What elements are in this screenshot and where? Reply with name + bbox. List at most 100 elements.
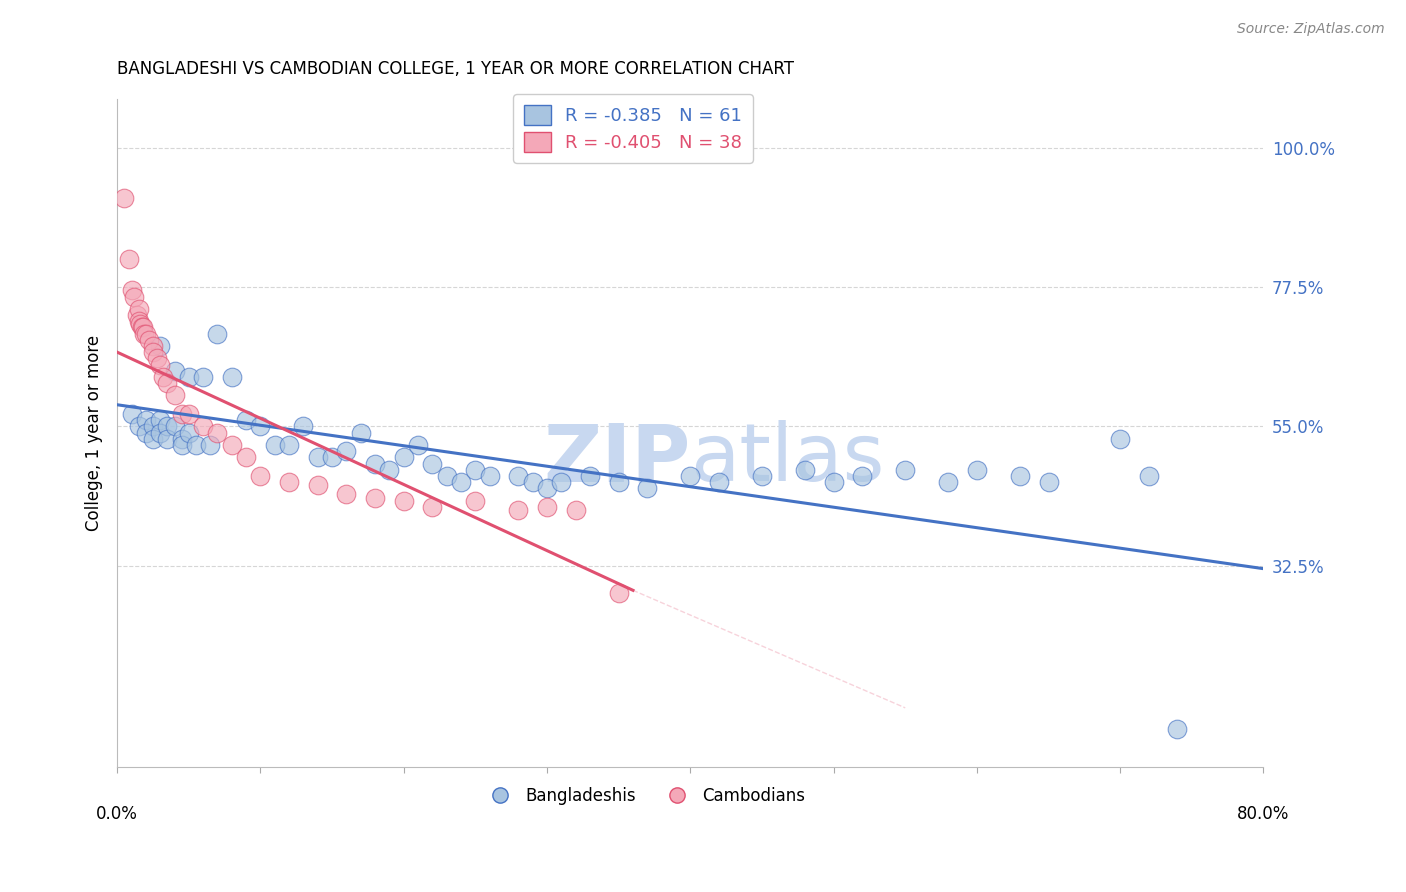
- Point: [128, 419, 150, 434]
- Point: [149, 358, 172, 372]
- Point: [128, 301, 150, 316]
- Point: [249, 469, 271, 483]
- Point: [307, 450, 329, 465]
- Point: [522, 475, 544, 489]
- Point: [292, 419, 315, 434]
- Point: [207, 326, 229, 341]
- Point: [142, 419, 165, 434]
- Point: [966, 463, 988, 477]
- Point: [851, 469, 873, 483]
- Point: [121, 283, 143, 297]
- Point: [156, 432, 179, 446]
- Point: [793, 463, 815, 477]
- Point: [1109, 432, 1132, 446]
- Point: [177, 425, 200, 440]
- Point: [149, 339, 172, 353]
- Point: [636, 481, 658, 495]
- Point: [436, 469, 458, 483]
- Point: [422, 500, 444, 514]
- Point: [263, 438, 285, 452]
- Point: [118, 252, 141, 267]
- Point: [751, 469, 773, 483]
- Point: [170, 407, 193, 421]
- Point: [163, 388, 186, 402]
- Point: [177, 407, 200, 421]
- Point: [679, 469, 702, 483]
- Point: [200, 438, 222, 452]
- Point: [607, 586, 630, 600]
- Point: [221, 438, 243, 452]
- Point: [249, 419, 271, 434]
- Point: [536, 481, 558, 495]
- Point: [422, 457, 444, 471]
- Point: [170, 432, 193, 446]
- Point: [127, 308, 149, 322]
- Point: [184, 438, 207, 452]
- Point: [207, 425, 229, 440]
- Point: [129, 318, 152, 332]
- Point: [128, 314, 150, 328]
- Point: [364, 457, 387, 471]
- Point: [464, 493, 486, 508]
- Point: [335, 487, 357, 501]
- Legend: Bangladeshis, Cambodians: Bangladeshis, Cambodians: [477, 780, 813, 812]
- Point: [146, 351, 169, 366]
- Point: [823, 475, 845, 489]
- Point: [550, 475, 572, 489]
- Point: [135, 413, 157, 427]
- Point: [156, 419, 179, 434]
- Point: [508, 469, 530, 483]
- Point: [307, 478, 329, 492]
- Point: [450, 475, 472, 489]
- Point: [138, 333, 160, 347]
- Point: [508, 503, 530, 517]
- Point: [936, 475, 959, 489]
- Point: [131, 320, 153, 334]
- Point: [191, 419, 214, 434]
- Point: [156, 376, 179, 391]
- Point: [152, 370, 174, 384]
- Point: [707, 475, 730, 489]
- Point: [142, 345, 165, 359]
- Point: [406, 438, 429, 452]
- Point: [124, 289, 146, 303]
- Point: [564, 503, 586, 517]
- Point: [163, 419, 186, 434]
- Point: [536, 500, 558, 514]
- Point: [221, 370, 243, 384]
- Point: [894, 463, 917, 477]
- Y-axis label: College, 1 year or more: College, 1 year or more: [86, 334, 103, 531]
- Point: [149, 413, 172, 427]
- Text: atlas: atlas: [690, 420, 884, 499]
- Point: [1038, 475, 1060, 489]
- Point: [478, 469, 501, 483]
- Text: ZIP: ZIP: [543, 420, 690, 499]
- Point: [142, 432, 165, 446]
- Point: [1137, 469, 1160, 483]
- Point: [235, 413, 257, 427]
- Point: [464, 463, 486, 477]
- Text: 0.0%: 0.0%: [96, 805, 138, 823]
- Point: [135, 326, 157, 341]
- Point: [392, 493, 415, 508]
- Point: [142, 339, 165, 353]
- Point: [278, 475, 301, 489]
- Point: [350, 425, 373, 440]
- Point: [392, 450, 415, 465]
- Point: [335, 444, 357, 458]
- Point: [378, 463, 401, 477]
- Text: BANGLADESHI VS CAMBODIAN COLLEGE, 1 YEAR OR MORE CORRELATION CHART: BANGLADESHI VS CAMBODIAN COLLEGE, 1 YEAR…: [117, 60, 794, 78]
- Point: [149, 425, 172, 440]
- Point: [364, 491, 387, 505]
- Point: [278, 438, 301, 452]
- Point: [607, 475, 630, 489]
- Point: [134, 326, 156, 341]
- Point: [235, 450, 257, 465]
- Point: [321, 450, 343, 465]
- Point: [191, 370, 214, 384]
- Point: [112, 190, 135, 204]
- Text: Source: ZipAtlas.com: Source: ZipAtlas.com: [1237, 22, 1385, 37]
- Point: [163, 364, 186, 378]
- Point: [579, 469, 602, 483]
- Text: 80.0%: 80.0%: [1237, 805, 1289, 823]
